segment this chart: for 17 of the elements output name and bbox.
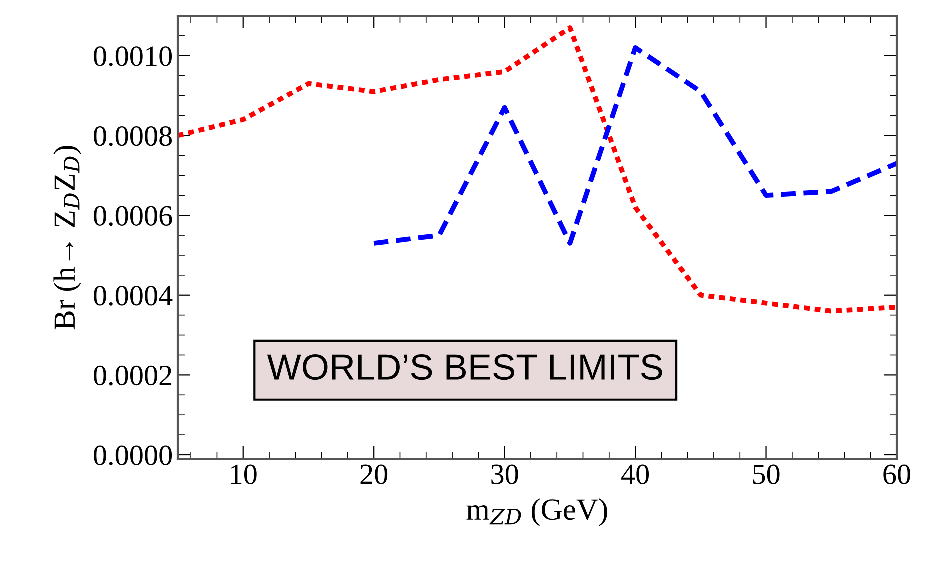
annotation: WORLD’S BEST LIMITS	[267, 354, 662, 380]
x-tick-label: 50	[753, 464, 780, 484]
y-tick-label: 0.0004	[94, 286, 173, 306]
x-tick-label: 60	[884, 464, 910, 484]
y-axis-title: Br (h→ Z$_{D}$Z$_{D}$)	[54, 146, 82, 330]
y-tick-label: 0.0008	[94, 126, 172, 146]
y-tick-label: 0.0000	[94, 446, 172, 466]
line-series	[372, 46, 897, 246]
x-tick-label: 40	[622, 464, 650, 484]
x-tick-label: 20	[360, 464, 388, 484]
y-tick-label: 0.0006	[94, 206, 172, 226]
x-axis-title: m$_{ZD}$ (GeV)	[466, 498, 608, 526]
y-tick-label: 0.0010	[94, 46, 172, 66]
line-series	[178, 26, 897, 314]
x-tick-label: 10	[231, 464, 257, 484]
y-tick-label: 0.0002	[94, 366, 172, 386]
x-tick-label: 30	[492, 464, 518, 484]
